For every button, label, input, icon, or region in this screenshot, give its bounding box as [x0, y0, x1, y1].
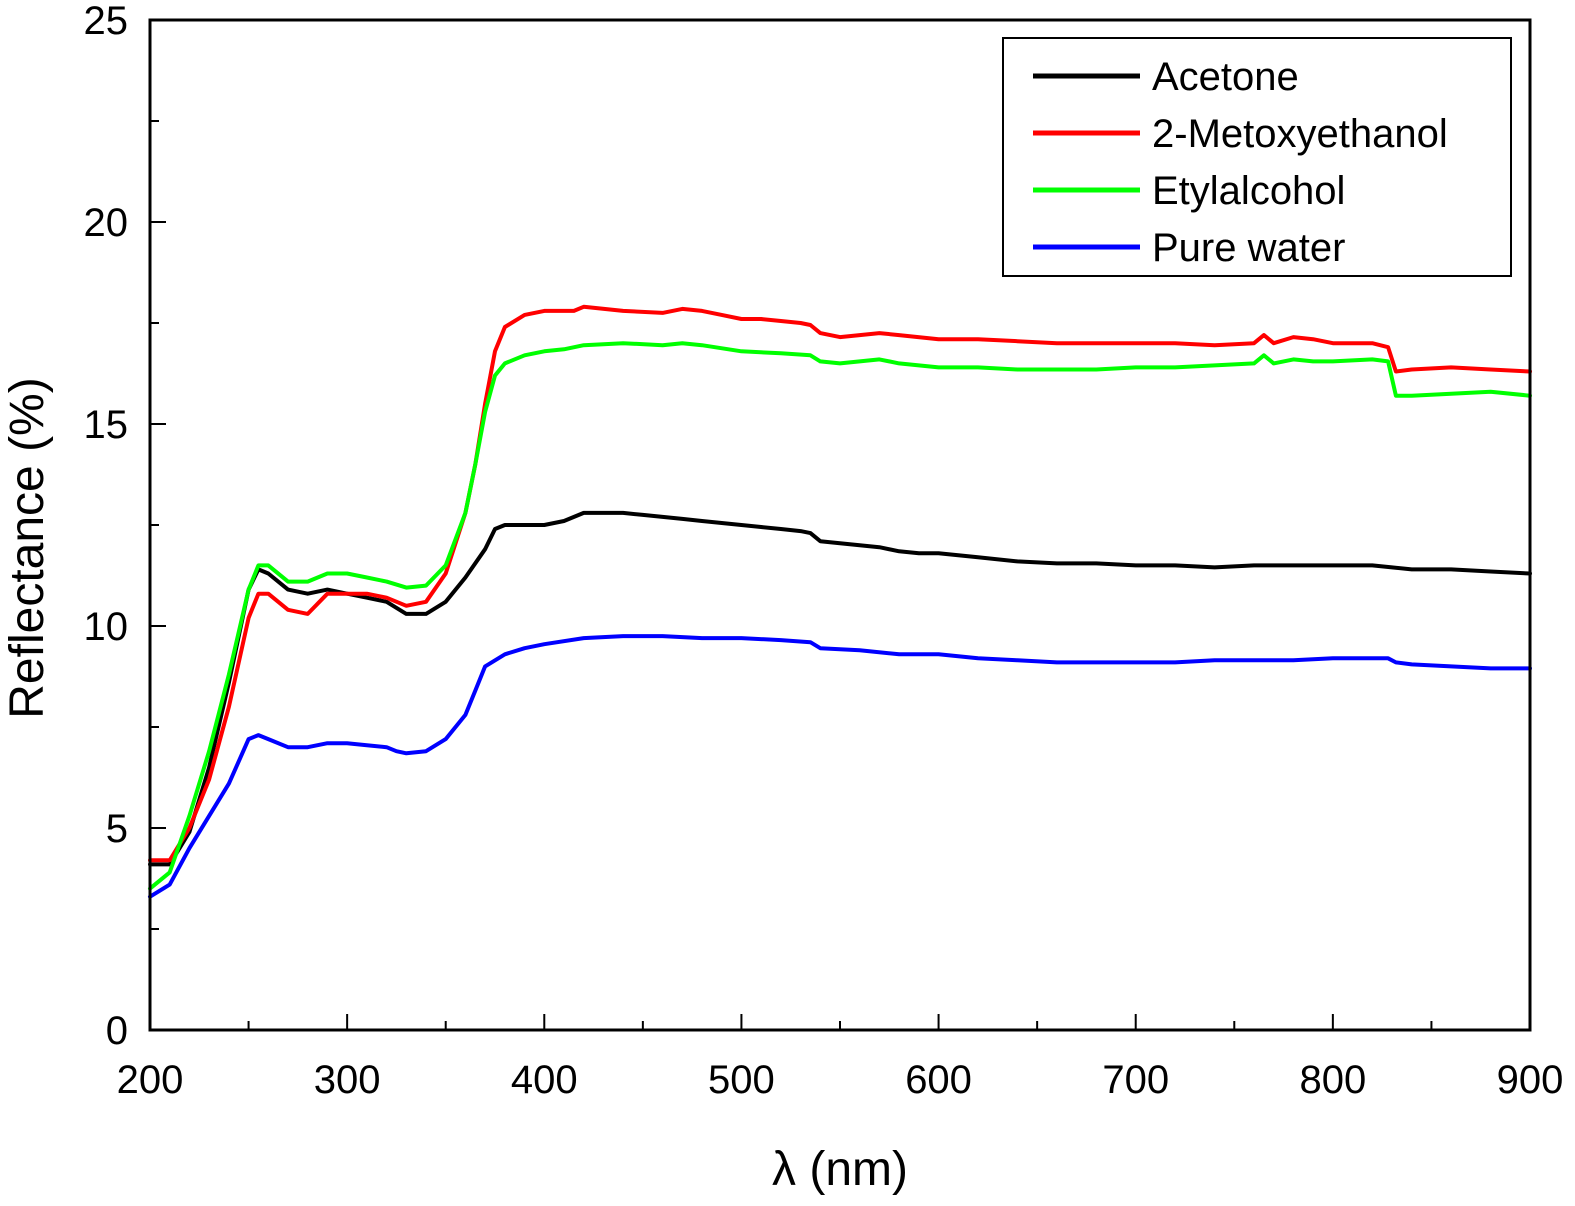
legend-label: Pure water [1152, 226, 1345, 270]
series-line-etylalcohol [148, 341, 1532, 891]
y-tick-label: 15 [84, 403, 129, 447]
x-tick-label: 500 [708, 1058, 775, 1102]
x-tick-label: 300 [314, 1058, 381, 1102]
legend: Acetone 2-Metoxyethanol Etylalcohol Pure wa… [1002, 37, 1512, 277]
y-tick-label: 10 [84, 605, 129, 649]
y-tick-label: 5 [106, 807, 128, 851]
x-tick-label: 600 [905, 1058, 972, 1102]
legend-entries: Acetone 2-Metoxyethanol Etylalcohol Pure wa… [1033, 55, 1448, 270]
y-tick-label: 0 [106, 1009, 128, 1053]
series-line-pure-water [148, 634, 1532, 899]
legend-label: Etylalcohol [1152, 169, 1345, 213]
legend-label: 2-Metoxyethanol [1152, 112, 1448, 156]
axis-tick-labels: 200 300 400 500 600 700 800 900 0 5 10 15 20 25 [84, 0, 1564, 1102]
series-line-acetone [148, 510, 1532, 867]
x-tick-label: 700 [1102, 1058, 1169, 1102]
x-tick-label: 400 [511, 1058, 578, 1102]
axis-ticks [149, 19, 1531, 1031]
plot-lines [148, 304, 1532, 899]
x-axis-title: λ (nm) [772, 1143, 908, 1196]
legend-label: Acetone [1152, 55, 1299, 99]
x-tick-label: 900 [1497, 1058, 1564, 1102]
series-line-2-metoxyethanol [148, 304, 1532, 863]
y-tick-label: 25 [84, 0, 129, 43]
y-tick-label: 20 [84, 201, 129, 245]
x-tick-label: 200 [117, 1058, 184, 1102]
x-tick-label: 800 [1299, 1058, 1366, 1102]
y-axis-title: Reflectance (%) [1, 377, 54, 718]
